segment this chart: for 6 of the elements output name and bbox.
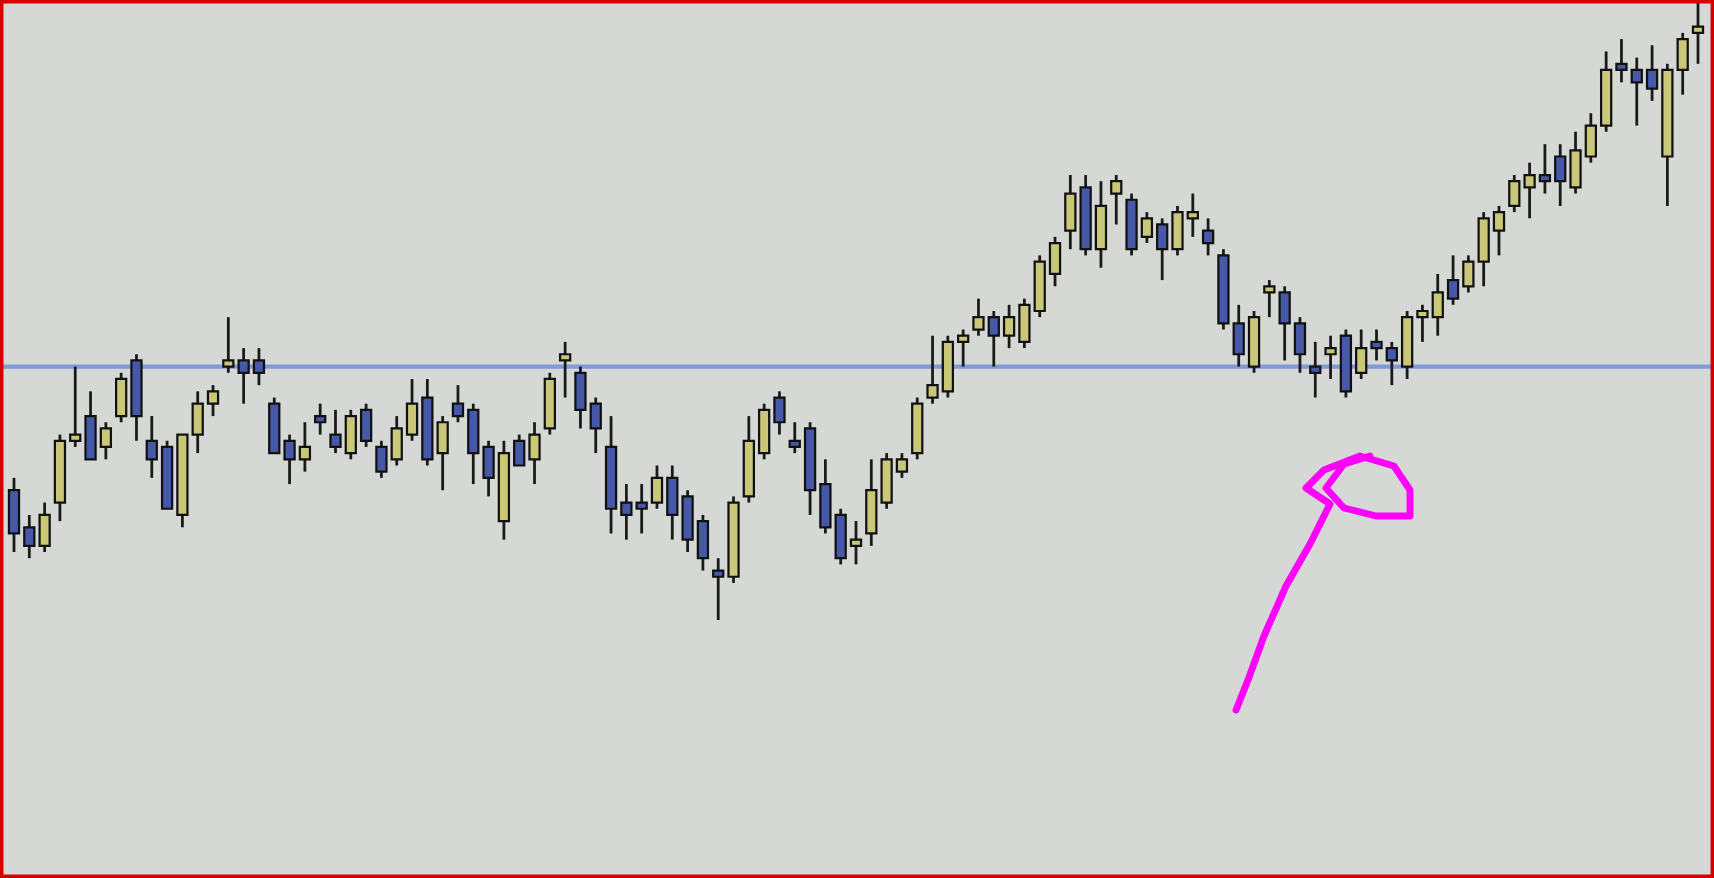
candlestick xyxy=(1110,173,1123,226)
candlestick xyxy=(1691,0,1705,66)
candlestick xyxy=(558,340,572,399)
candlestick xyxy=(1309,340,1322,399)
candlestick xyxy=(1201,216,1215,257)
candlestick xyxy=(314,402,327,436)
